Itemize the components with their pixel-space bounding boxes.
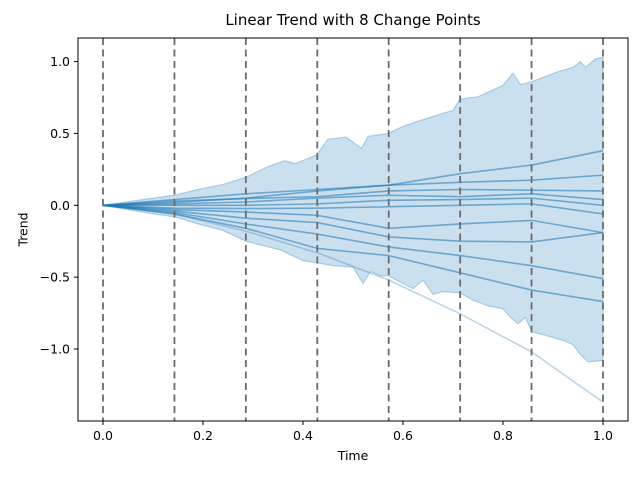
axes-frame	[77, 37, 629, 422]
trend-sample-6	[102, 203, 604, 215]
trend-sample-11-faint	[102, 204, 604, 403]
x-tick-label: 1.0	[593, 428, 613, 443]
trend-sample-7	[102, 204, 604, 234]
trend-sample-5	[103, 197, 604, 207]
x-tick-label: 0.0	[93, 428, 113, 443]
x-tick-label: 0.8	[493, 428, 513, 443]
y-tick-label: 0.0	[50, 198, 70, 213]
y-tick-label: 0.5	[50, 126, 70, 141]
x-axis-label: Time	[337, 448, 369, 463]
uncertainty-band	[102, 56, 604, 363]
y-tick-label: −0.5	[40, 270, 70, 285]
chart-title: Linear Trend with 8 Change Points	[225, 11, 481, 29]
trend-sample-2	[102, 174, 604, 207]
trend-sample-3	[102, 188, 604, 207]
y-tick-label: 1.0	[50, 54, 70, 69]
y-tick-label: −1.0	[40, 342, 70, 357]
x-tick-label: 0.4	[293, 428, 313, 443]
trend-sample-10	[102, 204, 604, 303]
trend-sample-4	[102, 193, 604, 207]
trend-sample-8	[102, 204, 604, 243]
y-axis-label: Trend	[15, 212, 31, 247]
x-tick-label: 0.2	[193, 428, 213, 443]
x-tick-label: 0.6	[393, 428, 413, 443]
trend-sample-9	[102, 204, 604, 280]
